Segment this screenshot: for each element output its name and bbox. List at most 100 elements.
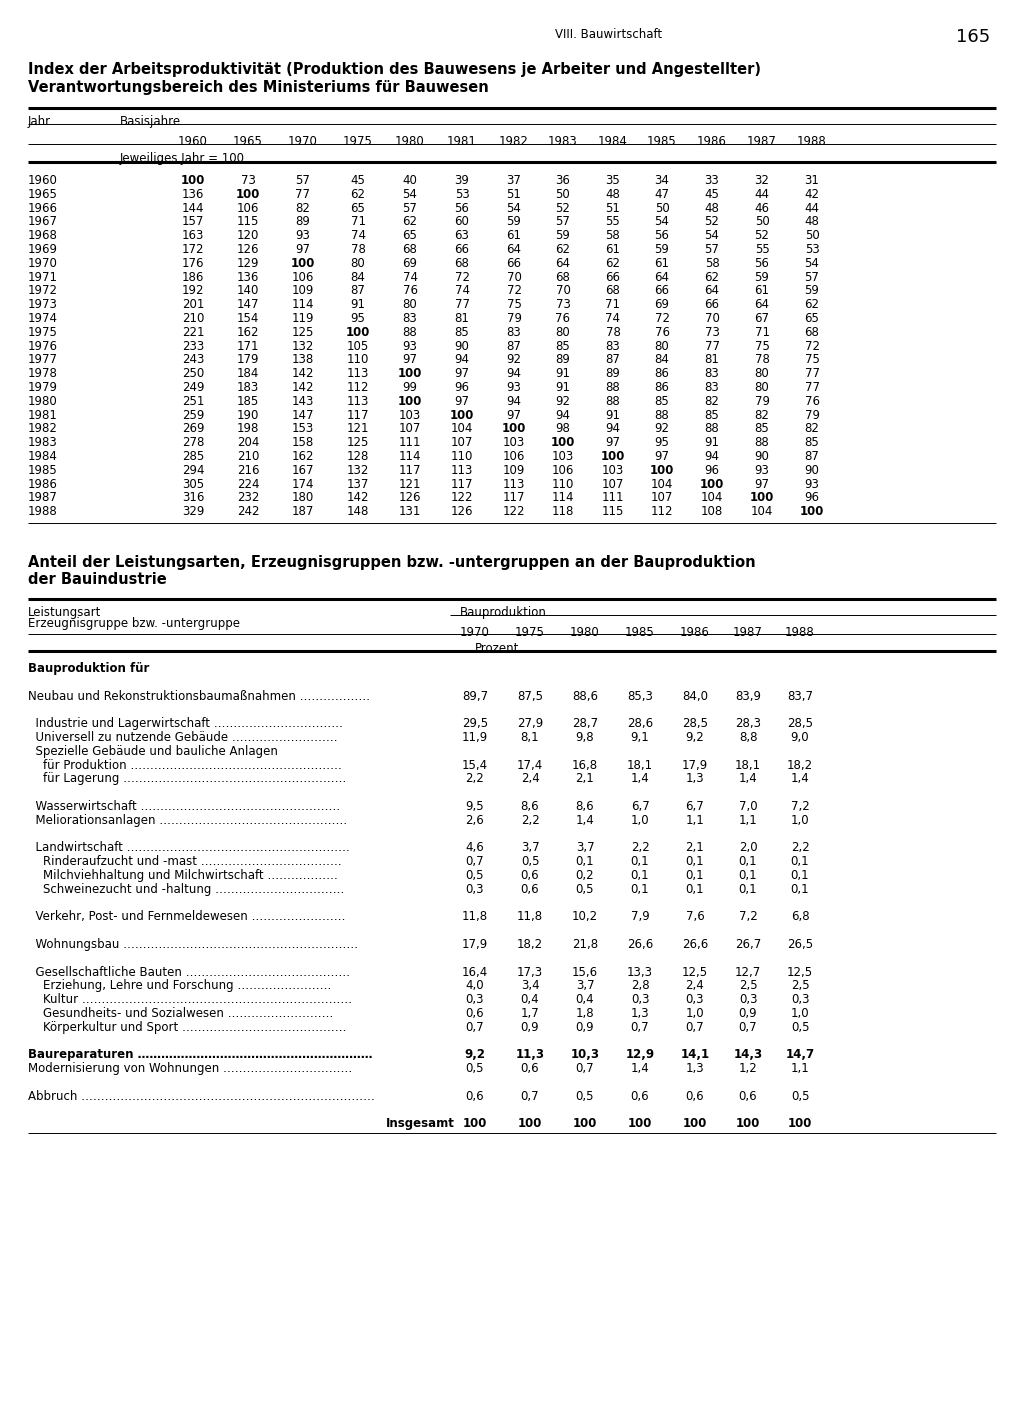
Text: 1967: 1967 <box>28 216 58 229</box>
Text: 117: 117 <box>503 491 525 505</box>
Text: 73: 73 <box>241 174 255 187</box>
Text: 1987: 1987 <box>748 135 777 147</box>
Text: 1983: 1983 <box>28 436 57 449</box>
Text: 117: 117 <box>451 477 473 491</box>
Text: 107: 107 <box>602 477 625 491</box>
Text: 2,4: 2,4 <box>520 773 540 786</box>
Text: Index der Arbeitsproduktivität (Produktion des Bauwesens je Arbeiter und Angeste: Index der Arbeitsproduktivität (Produkti… <box>28 62 761 77</box>
Text: 59: 59 <box>755 271 769 283</box>
Text: 79: 79 <box>755 394 769 408</box>
Text: 106: 106 <box>292 271 314 283</box>
Text: 54: 54 <box>805 257 819 269</box>
Text: 0,6: 0,6 <box>466 1007 484 1020</box>
Text: 71: 71 <box>350 216 366 229</box>
Text: 1984: 1984 <box>28 450 58 463</box>
Text: 97: 97 <box>402 354 418 366</box>
Text: 52: 52 <box>755 229 769 243</box>
Text: 1986: 1986 <box>28 477 58 491</box>
Text: 1970: 1970 <box>460 626 489 638</box>
Text: 53: 53 <box>455 188 469 201</box>
Text: 112: 112 <box>347 382 370 394</box>
Text: 0,6: 0,6 <box>738 1090 758 1103</box>
Text: 109: 109 <box>292 285 314 297</box>
Text: 1,0: 1,0 <box>791 1007 809 1020</box>
Text: 0,6: 0,6 <box>520 868 540 882</box>
Text: 52: 52 <box>556 202 570 215</box>
Text: 26,7: 26,7 <box>735 939 761 951</box>
Text: 103: 103 <box>552 450 574 463</box>
Text: 210: 210 <box>237 450 259 463</box>
Text: 1965: 1965 <box>233 135 263 147</box>
Text: 87: 87 <box>805 450 819 463</box>
Text: 242: 242 <box>237 505 259 518</box>
Text: 17,9: 17,9 <box>682 759 709 772</box>
Text: 79: 79 <box>805 408 819 421</box>
Text: 183: 183 <box>237 382 259 394</box>
Text: 74: 74 <box>402 271 418 283</box>
Text: 128: 128 <box>347 450 370 463</box>
Text: 1960: 1960 <box>178 135 208 147</box>
Text: 18,2: 18,2 <box>517 939 543 951</box>
Text: 78: 78 <box>755 354 769 366</box>
Text: 93: 93 <box>507 382 521 394</box>
Text: 0,3: 0,3 <box>466 882 484 895</box>
Text: 104: 104 <box>651 477 673 491</box>
Text: 48: 48 <box>605 188 621 201</box>
Text: 171: 171 <box>237 340 259 352</box>
Text: 64: 64 <box>654 271 670 283</box>
Text: 8,1: 8,1 <box>520 731 540 744</box>
Text: 2,2: 2,2 <box>791 842 809 854</box>
Text: 72: 72 <box>455 271 469 283</box>
Text: 11,3: 11,3 <box>515 1048 545 1062</box>
Text: 71: 71 <box>605 299 621 311</box>
Text: 14,1: 14,1 <box>680 1048 710 1062</box>
Text: 17,4: 17,4 <box>517 759 543 772</box>
Text: 92: 92 <box>507 354 521 366</box>
Text: 210: 210 <box>182 311 204 325</box>
Text: 87: 87 <box>350 285 366 297</box>
Text: 85,3: 85,3 <box>627 690 653 703</box>
Text: 83,7: 83,7 <box>787 690 813 703</box>
Text: 40: 40 <box>402 174 418 187</box>
Text: für Produktion ………………………………………………: für Produktion ……………………………………………… <box>28 759 342 772</box>
Text: 48: 48 <box>705 202 720 215</box>
Text: Industrie und Lagerwirtschaft ……………………………: Industrie und Lagerwirtschaft …………………………… <box>28 717 343 730</box>
Text: 97: 97 <box>654 450 670 463</box>
Text: 59: 59 <box>556 229 570 243</box>
Text: 95: 95 <box>350 311 366 325</box>
Text: 0,1: 0,1 <box>686 868 705 882</box>
Text: 129: 129 <box>237 257 259 269</box>
Text: 2,5: 2,5 <box>791 979 809 992</box>
Text: 70: 70 <box>705 311 720 325</box>
Text: VIII. Bauwirtschaft: VIII. Bauwirtschaft <box>555 28 663 41</box>
Text: 63: 63 <box>455 229 469 243</box>
Text: 12,5: 12,5 <box>786 965 813 979</box>
Text: 55: 55 <box>605 216 621 229</box>
Text: 97: 97 <box>605 436 621 449</box>
Text: 92: 92 <box>654 422 670 435</box>
Text: 46: 46 <box>755 202 769 215</box>
Text: Prozent: Prozent <box>475 643 519 655</box>
Text: 126: 126 <box>398 491 421 505</box>
Text: 143: 143 <box>292 394 314 408</box>
Text: 88: 88 <box>402 325 418 338</box>
Text: 62: 62 <box>805 299 819 311</box>
Text: 216: 216 <box>237 464 259 477</box>
Text: 107: 107 <box>651 491 673 505</box>
Text: 1960: 1960 <box>28 174 58 187</box>
Text: 0,1: 0,1 <box>631 856 649 868</box>
Text: 243: 243 <box>182 354 204 366</box>
Text: 107: 107 <box>451 436 473 449</box>
Text: 1,1: 1,1 <box>738 814 758 826</box>
Text: 3,4: 3,4 <box>520 979 540 992</box>
Text: 54: 54 <box>507 202 521 215</box>
Text: 84: 84 <box>654 354 670 366</box>
Text: 50: 50 <box>755 216 769 229</box>
Text: 28,7: 28,7 <box>572 717 598 730</box>
Text: 39: 39 <box>455 174 469 187</box>
Text: 121: 121 <box>347 422 370 435</box>
Text: 106: 106 <box>552 464 574 477</box>
Text: 85: 85 <box>755 422 769 435</box>
Text: Landwirtschaft …………………………………………………: Landwirtschaft ………………………………………………… <box>28 842 350 854</box>
Text: 64: 64 <box>555 257 570 269</box>
